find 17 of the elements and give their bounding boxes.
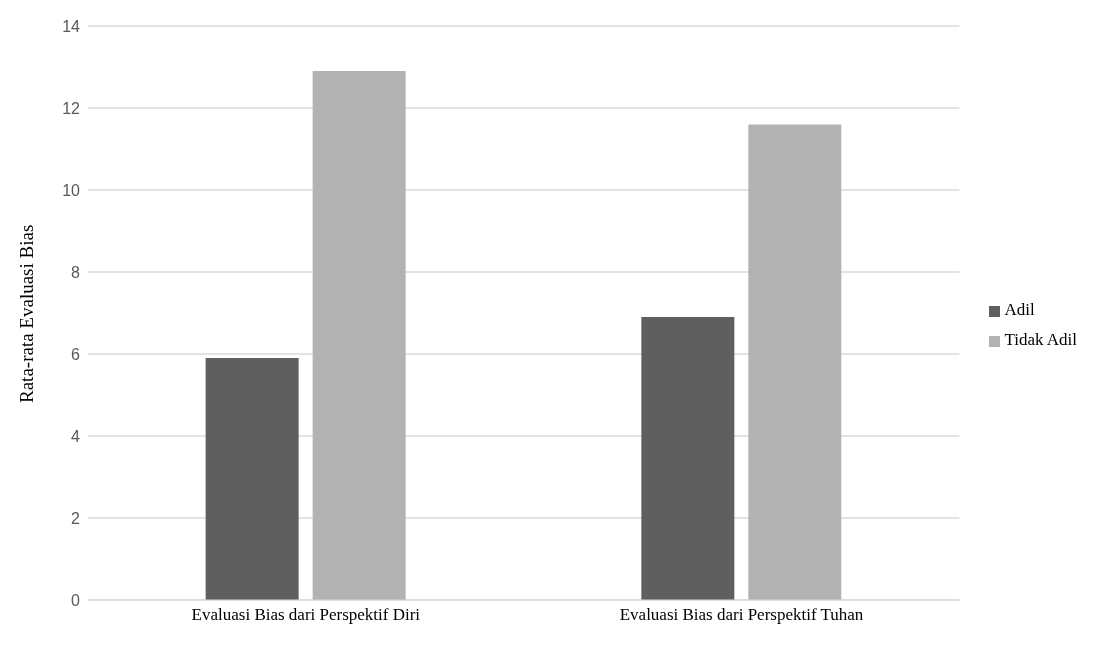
y-tick-label: 12 (62, 99, 81, 117)
legend-label: Tidak Adil (1004, 330, 1077, 349)
legend-label: Adil (1004, 300, 1035, 319)
y-tick-label: 14 (62, 17, 81, 35)
y-tick-label: 2 (71, 509, 81, 527)
y-tick-label: 10 (62, 181, 81, 199)
y-tick-label: 6 (71, 345, 81, 363)
y-tick-label: 0 (71, 591, 81, 609)
y-tick-label: 8 (71, 263, 81, 281)
bar (641, 317, 735, 600)
x-tick-label: Evaluasi Bias dari Perspektif Diri (191, 605, 421, 625)
bar (205, 358, 299, 600)
bar (748, 124, 842, 600)
y-tick-label: 4 (71, 427, 81, 445)
y-axis-title: Rata-rata Evaluasi Bias (15, 224, 37, 403)
bar (312, 71, 406, 600)
x-tick-label: Evaluasi Bias dari Perspektif Tuhan (619, 605, 864, 625)
